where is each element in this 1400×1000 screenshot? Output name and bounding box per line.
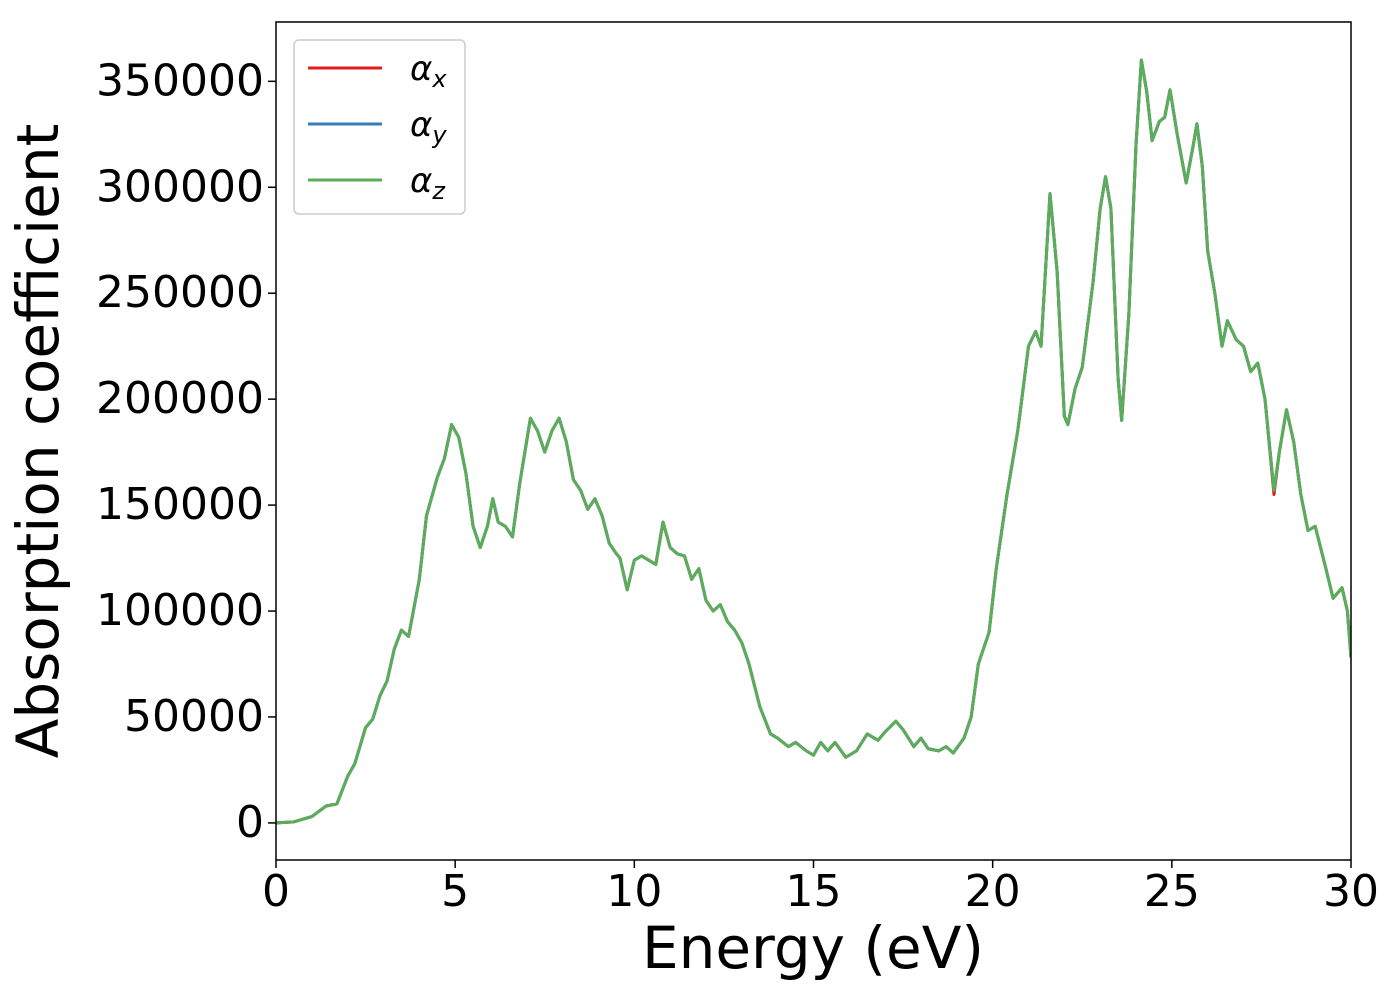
x-axis-label: Energy (eV) [642,914,984,982]
x-tick-label: 20 [965,866,1021,917]
x-tick-label: 15 [786,866,842,917]
legend-label: αy [410,105,447,149]
x-tick-label: 10 [606,866,662,917]
y-tick-label: 300000 [96,161,264,212]
legend: αx αy αz [293,39,466,215]
y-tick-label: 250000 [96,267,264,318]
legend-box [293,39,466,215]
x-tick-label: 25 [1144,866,1200,917]
y-tick-label: 100000 [96,585,264,636]
x-tick-label: 30 [1323,866,1379,917]
legend-label: αx [410,49,447,93]
plot-frame [275,21,1352,861]
x-tick-label: 5 [441,866,469,917]
x-tick-label: 0 [262,866,290,917]
y-tick-label: 150000 [96,479,264,530]
y-tick-label: 50000 [124,691,264,742]
legend-label: αz [410,161,446,205]
y-tick-label: 0 [236,797,264,848]
y-axis-label: Absorption coefficient [4,124,72,759]
y-tick-label: 350000 [96,55,264,106]
series-line [276,58,1351,825]
y-tick-label: 200000 [96,373,264,424]
